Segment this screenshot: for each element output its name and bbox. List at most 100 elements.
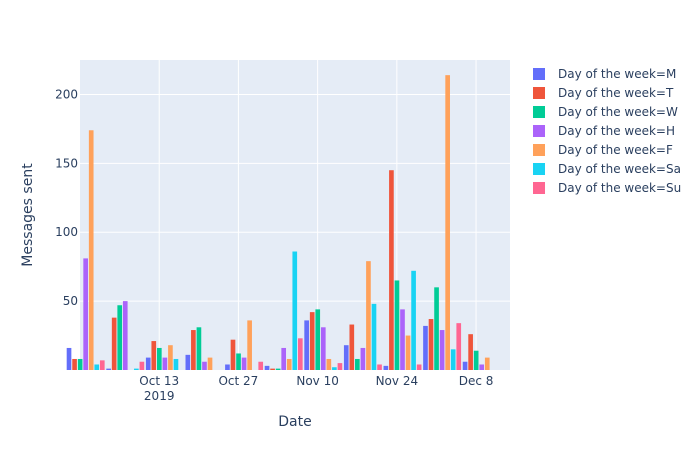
legend-item[interactable]: Day of the week=F xyxy=(533,143,673,157)
bar[interactable] xyxy=(66,347,72,370)
bar[interactable] xyxy=(377,364,382,370)
bar[interactable] xyxy=(72,358,77,370)
bar[interactable] xyxy=(270,368,275,370)
legend-label: Day of the week=Sa xyxy=(558,162,681,176)
bar[interactable] xyxy=(191,330,196,370)
legend-item[interactable]: Day of the week=H xyxy=(533,124,675,138)
bar[interactable] xyxy=(484,357,490,370)
bar[interactable] xyxy=(479,364,485,370)
bar[interactable] xyxy=(275,368,281,370)
bar[interactable] xyxy=(394,280,400,370)
bar[interactable] xyxy=(286,358,292,370)
bar[interactable] xyxy=(332,367,337,370)
bar[interactable] xyxy=(151,341,157,370)
legend-swatch xyxy=(533,163,545,175)
bar[interactable] xyxy=(405,335,411,370)
bar[interactable] xyxy=(389,170,394,370)
bar[interactable] xyxy=(450,349,456,370)
legend-swatch xyxy=(533,182,545,194)
legend-swatch xyxy=(533,144,545,156)
bar[interactable] xyxy=(230,339,236,370)
bars[interactable] xyxy=(66,75,490,371)
bar[interactable] xyxy=(134,368,139,370)
bar[interactable] xyxy=(168,345,173,370)
bar[interactable] xyxy=(297,338,303,370)
bar[interactable] xyxy=(456,323,462,370)
bar[interactable] xyxy=(196,327,202,370)
bar[interactable] xyxy=(106,368,111,370)
legend-item[interactable]: Day of the week=Sa xyxy=(533,162,681,176)
bar[interactable] xyxy=(156,347,162,370)
x-tick-label: Oct 27 xyxy=(218,374,258,388)
bar[interactable] xyxy=(77,358,83,370)
bar[interactable] xyxy=(445,75,450,371)
x-tick-label: Nov 10 xyxy=(296,374,339,388)
legend-swatch xyxy=(533,68,545,80)
bar[interactable] xyxy=(207,357,213,370)
bar[interactable] xyxy=(326,358,332,370)
bar[interactable] xyxy=(423,325,428,370)
bar[interactable] xyxy=(349,324,355,370)
bar[interactable] xyxy=(281,347,287,370)
bar[interactable] xyxy=(247,320,252,370)
bar[interactable] xyxy=(371,303,377,370)
bar[interactable] xyxy=(83,258,88,370)
bar[interactable] xyxy=(400,309,405,370)
legend-label: Day of the week=F xyxy=(558,143,673,157)
bar[interactable] xyxy=(355,358,360,370)
y-tick-label: 150 xyxy=(55,156,78,170)
legend-swatch xyxy=(533,106,545,118)
bar[interactable] xyxy=(236,353,241,370)
bar[interactable] xyxy=(416,364,422,370)
bar[interactable] xyxy=(462,361,468,370)
bar[interactable] xyxy=(320,327,326,370)
bar[interactable] xyxy=(139,361,145,370)
legend-label: Day of the week=Su xyxy=(558,181,681,195)
bar[interactable] xyxy=(241,357,247,370)
bar[interactable] xyxy=(173,358,179,370)
bar[interactable] xyxy=(315,309,321,370)
bar[interactable] xyxy=(264,365,270,370)
bar[interactable] xyxy=(94,364,100,370)
bar[interactable] xyxy=(473,350,479,370)
bar[interactable] xyxy=(411,270,416,370)
legend-item[interactable]: Day of the week=Su xyxy=(533,181,681,195)
bar[interactable] xyxy=(117,305,123,370)
legend-label: Day of the week=T xyxy=(558,86,674,100)
bar[interactable] xyxy=(366,261,371,370)
x-tick-label: Nov 24 xyxy=(376,374,419,388)
bar[interactable] xyxy=(145,357,151,370)
bar[interactable] xyxy=(434,287,439,370)
bar[interactable] xyxy=(99,360,105,370)
bar[interactable] xyxy=(360,347,366,370)
bar[interactable] xyxy=(292,251,298,370)
bar[interactable] xyxy=(122,301,128,370)
bar[interactable] xyxy=(309,312,315,370)
legend-label: Day of the week=W xyxy=(558,105,678,119)
legend[interactable]: Day of the week=M Day of the week=T Day of… xyxy=(533,67,681,195)
bar[interactable] xyxy=(343,345,349,370)
bar[interactable] xyxy=(468,334,473,370)
bar[interactable] xyxy=(162,357,168,370)
legend-item[interactable]: Day of the week=T xyxy=(533,86,674,100)
bar[interactable] xyxy=(258,361,264,370)
legend-label: Day of the week=H xyxy=(558,124,675,138)
x-axis-title: Date xyxy=(278,414,311,430)
x-tick-label: Dec 8 xyxy=(459,374,494,388)
y-tick-label: 100 xyxy=(55,225,78,239)
bar[interactable] xyxy=(111,317,117,370)
y-axis-title: Messages sent xyxy=(20,163,36,267)
bar[interactable] xyxy=(304,320,309,370)
bar[interactable] xyxy=(337,363,343,370)
bar[interactable] xyxy=(439,330,445,370)
bar[interactable] xyxy=(88,130,94,370)
legend-item[interactable]: Day of the week=W xyxy=(533,105,678,119)
bar[interactable] xyxy=(428,319,434,370)
bar[interactable] xyxy=(225,364,230,370)
x-tick-label: Oct 13 xyxy=(139,374,179,388)
bar[interactable] xyxy=(202,361,207,370)
bar[interactable] xyxy=(383,365,389,370)
y-axis-ticks: 50 100 150 200 xyxy=(55,87,78,308)
legend-item[interactable]: Day of the week=M xyxy=(533,67,676,81)
bar[interactable] xyxy=(185,354,191,370)
